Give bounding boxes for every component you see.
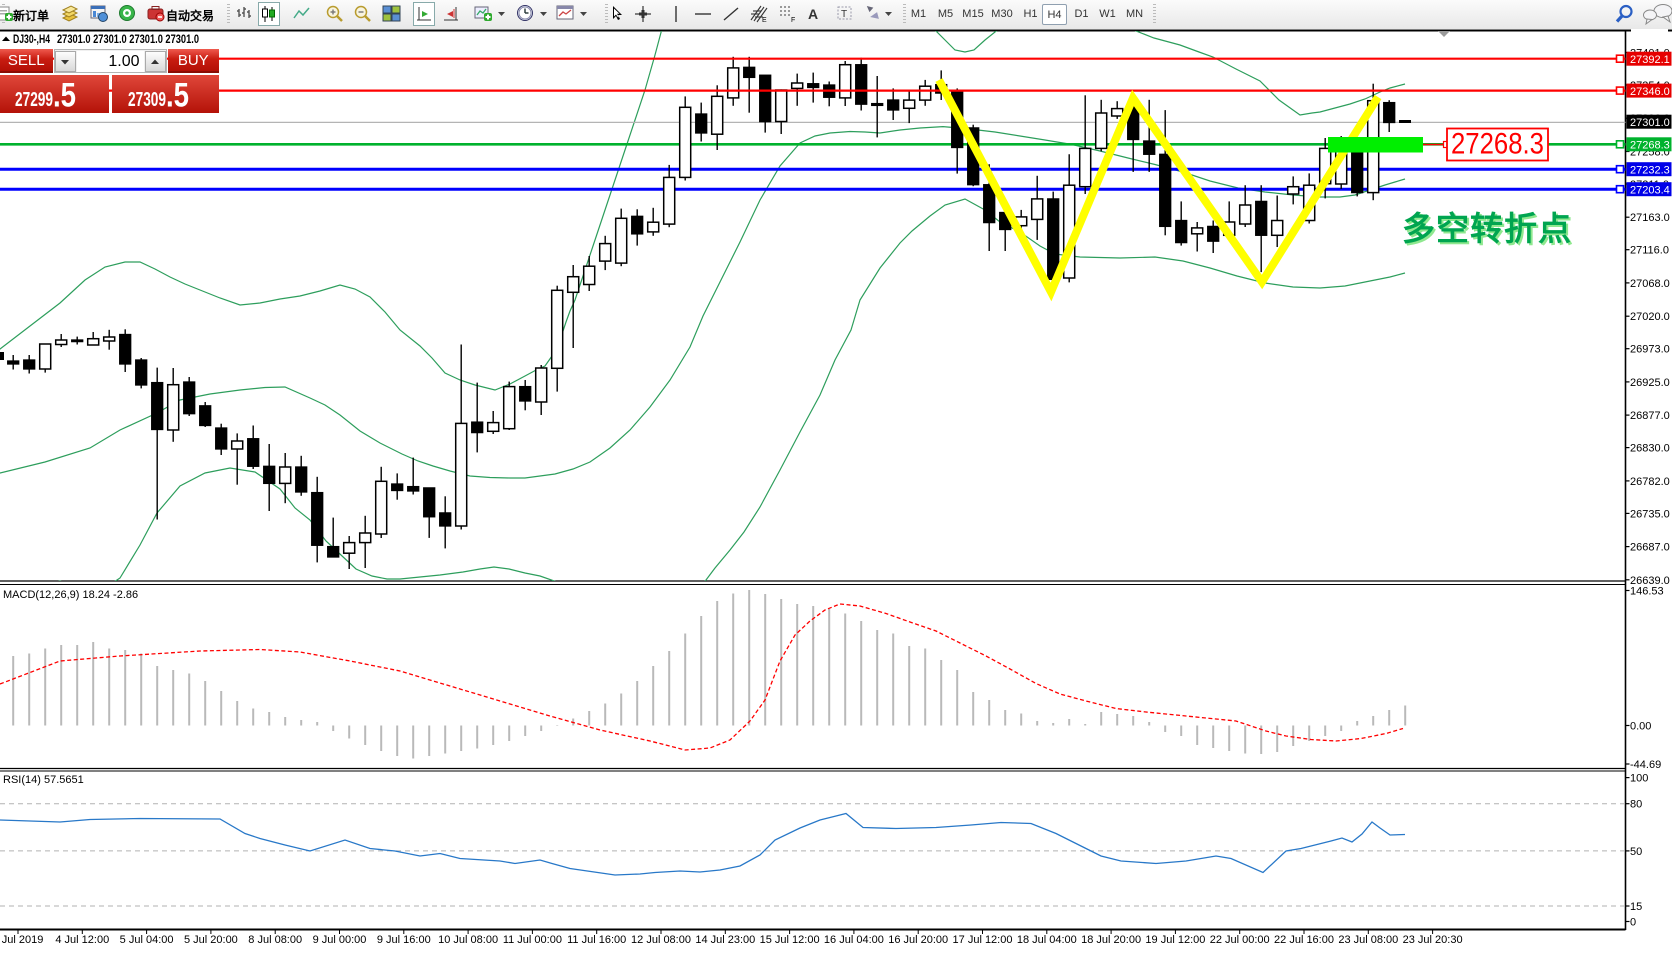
- svg-text:9 Jul 16:00: 9 Jul 16:00: [377, 934, 431, 946]
- svg-text:26735.0: 26735.0: [1630, 508, 1670, 520]
- svg-text:27163.0: 27163.0: [1630, 212, 1670, 224]
- svg-text:17 Jul 12:00: 17 Jul 12:00: [953, 934, 1013, 946]
- svg-text:27301.0: 27301.0: [1630, 117, 1670, 129]
- svg-text:27301.0 27301.0 27301.0 27301.: 27301.0 27301.0 27301.0 27301.0: [57, 32, 199, 46]
- svg-text:5 Jul 04:00: 5 Jul 04:00: [120, 934, 174, 946]
- svg-text:19 Jul 12:00: 19 Jul 12:00: [1145, 934, 1205, 946]
- svg-text:27268.3: 27268.3: [1451, 128, 1544, 161]
- svg-text:26830.0: 26830.0: [1630, 443, 1670, 455]
- svg-text:DJ30-,H4: DJ30-,H4: [13, 32, 50, 46]
- svg-text:12 Jul 08:00: 12 Jul 08:00: [631, 934, 691, 946]
- svg-text:27116.0: 27116.0: [1630, 245, 1669, 257]
- svg-text:26973.0: 26973.0: [1630, 344, 1670, 356]
- svg-text:27346.0: 27346.0: [1630, 86, 1670, 98]
- svg-text:15 Jul 12:00: 15 Jul 12:00: [760, 934, 820, 946]
- svg-text:27068.0: 27068.0: [1630, 278, 1670, 290]
- svg-text:8 Jul 08:00: 8 Jul 08:00: [248, 934, 302, 946]
- svg-text:26877.0: 26877.0: [1630, 410, 1670, 422]
- svg-text:27392.1: 27392.1: [1630, 54, 1670, 66]
- svg-text:146.53: 146.53: [1630, 586, 1664, 598]
- svg-text:23 Jul 08:00: 23 Jul 08:00: [1338, 934, 1398, 946]
- svg-text:5 Jul 20:00: 5 Jul 20:00: [184, 934, 238, 946]
- svg-text:10 Jul 08:00: 10 Jul 08:00: [438, 934, 498, 946]
- svg-text:.5: .5: [166, 77, 189, 114]
- svg-text:16 Jul 20:00: 16 Jul 20:00: [888, 934, 948, 946]
- svg-text:.5: .5: [53, 77, 76, 114]
- svg-text:80: 80: [1630, 799, 1642, 811]
- svg-text:26687.0: 26687.0: [1630, 542, 1670, 554]
- svg-text:27020.0: 27020.0: [1630, 311, 1670, 323]
- svg-text:18 Jul 20:00: 18 Jul 20:00: [1081, 934, 1141, 946]
- svg-text:22 Jul 00:00: 22 Jul 00:00: [1210, 934, 1270, 946]
- svg-text:22 Jul 16:00: 22 Jul 16:00: [1274, 934, 1334, 946]
- svg-text:F: F: [791, 17, 795, 24]
- svg-text:E: E: [762, 17, 767, 24]
- svg-text:26782.0: 26782.0: [1630, 476, 1670, 488]
- svg-text:多空转折点: 多空转折点: [1402, 210, 1572, 247]
- svg-text:3 Jul 2019: 3 Jul 2019: [0, 934, 43, 946]
- svg-text:4 Jul 12:00: 4 Jul 12:00: [55, 934, 109, 946]
- svg-text:16 Jul 04:00: 16 Jul 04:00: [824, 934, 884, 946]
- svg-text:26925.0: 26925.0: [1630, 377, 1670, 389]
- svg-text:14 Jul 23:00: 14 Jul 23:00: [695, 934, 755, 946]
- svg-text:15: 15: [1630, 901, 1642, 913]
- svg-text:0.00: 0.00: [1630, 721, 1651, 733]
- svg-text:27232.3: 27232.3: [1630, 164, 1670, 176]
- svg-text:27309: 27309: [128, 89, 166, 111]
- svg-text:27203.4: 27203.4: [1630, 184, 1670, 196]
- svg-text:T: T: [841, 9, 847, 20]
- svg-text:0: 0: [1630, 917, 1636, 929]
- svg-text:MACD(12,26,9) 18.24 -2.86: MACD(12,26,9) 18.24 -2.86: [3, 589, 138, 601]
- svg-text:27299: 27299: [15, 89, 53, 111]
- svg-text:26639.0: 26639.0: [1630, 575, 1670, 587]
- svg-text:23 Jul 20:30: 23 Jul 20:30: [1403, 934, 1463, 946]
- svg-text:-44.69: -44.69: [1630, 759, 1661, 771]
- svg-text:11 Jul 16:00: 11 Jul 16:00: [567, 934, 626, 946]
- svg-text:11 Jul 00:00: 11 Jul 00:00: [503, 934, 562, 946]
- svg-text:27268.3: 27268.3: [1630, 140, 1670, 152]
- svg-text:RSI(14) 57.5651: RSI(14) 57.5651: [3, 774, 84, 786]
- svg-text:9 Jul 00:00: 9 Jul 00:00: [313, 934, 367, 946]
- svg-text:18 Jul 04:00: 18 Jul 04:00: [1017, 934, 1077, 946]
- svg-text:50: 50: [1630, 846, 1642, 858]
- svg-text:100: 100: [1630, 773, 1648, 785]
